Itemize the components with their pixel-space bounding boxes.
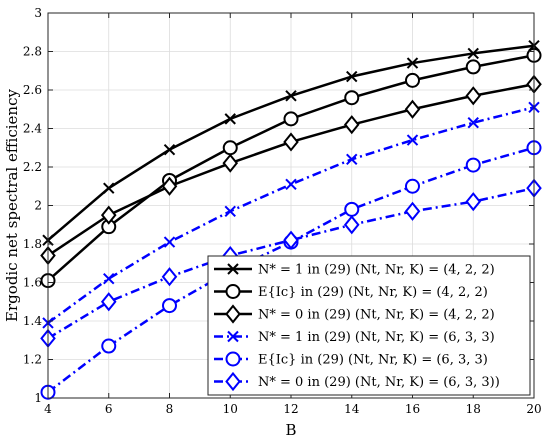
legend-marker [225, 284, 241, 299]
legend-label: N* = 0 in (29) (Nt, Nr, K) = (4, 2, 2) [258, 308, 495, 323]
data-point [163, 143, 176, 156]
data-point [406, 57, 419, 69]
data-point [344, 201, 360, 217]
x-tick-label: 6 [105, 402, 113, 416]
y-tick-label: 1.4 [23, 314, 42, 328]
data-point [343, 215, 360, 235]
data-point [100, 292, 117, 312]
x-tick-label: 18 [466, 402, 481, 416]
data-point [285, 178, 297, 191]
legend-entry: N* = 0 in (29) (Nt, Nr, K) = (4, 2, 2) [214, 304, 495, 324]
y-tick-label: 3 [34, 6, 42, 20]
y-tick-label: 1.8 [23, 237, 42, 251]
x-tick-label: 14 [344, 402, 360, 416]
legend-label: E{Ic} in (29) (Nt, Nr, K) = (4, 2, 2) [258, 285, 488, 300]
legend-entry: N* = 1 in (29) (Nt, Nr, K) = (4, 2, 2) [214, 263, 495, 278]
data-point [346, 153, 358, 166]
y-tick-label: 1.6 [23, 276, 42, 290]
data-point [465, 192, 482, 212]
data-point [404, 201, 421, 221]
y-tick-label: 2 [34, 199, 42, 213]
data-point [101, 338, 117, 354]
legend-label: E{Ic} in (29) (Nt, Nr, K) = (6, 3, 3) [258, 353, 488, 368]
legend-entry: N* = 0 in (29) (Nt, Nr, K) = (6, 3, 3)) [214, 371, 500, 392]
data-point [404, 99, 421, 119]
data-point [100, 205, 117, 225]
legend-marker [225, 351, 241, 367]
data-point [283, 132, 299, 152]
x-tick-label: 8 [166, 402, 174, 416]
y-tick-label: 2.8 [23, 45, 42, 59]
data-point [222, 140, 238, 156]
data-point [224, 205, 236, 217]
data-point [344, 90, 360, 106]
data-point [103, 182, 115, 194]
legend-entry: E{Ic} in (29) (Nt, Nr, K) = (4, 2, 2) [214, 284, 488, 300]
data-point [222, 153, 239, 173]
data-point [343, 115, 360, 135]
series-2 [40, 47, 542, 289]
legend-label: N* = 0 in (29) (Nt, Nr, K) = (6, 3, 3)) [258, 375, 500, 390]
data-point [465, 86, 482, 106]
y-axis-title: Ergodic net spectral efficiency [3, 89, 21, 322]
data-point [465, 157, 481, 173]
x-tick-label: 16 [405, 402, 420, 416]
legend-marker [225, 371, 241, 392]
y-tick-label: 1.2 [23, 353, 42, 367]
x-axis-title: B [285, 421, 296, 439]
legend-marker [225, 304, 241, 324]
data-point [224, 113, 236, 125]
legend-box [207, 255, 531, 396]
y-tick-label: 2.2 [23, 160, 42, 174]
data-point [283, 111, 299, 127]
data-point [162, 298, 177, 314]
legend-marker [227, 263, 239, 275]
data-point [163, 236, 176, 248]
legend: N* = 1 in (29) (Nt, Nr, K) = (4, 2, 2) E{… [207, 255, 531, 396]
data-point [467, 117, 479, 129]
y-tick-label: 2.6 [23, 83, 42, 97]
x-tick-label: 20 [526, 402, 541, 416]
data-point [161, 267, 178, 287]
data-point [405, 178, 420, 194]
legend-label: N* = 1 in (29) (Nt, Nr, K) = (6, 3, 3) [258, 330, 495, 345]
y-tick-label: 2.4 [23, 122, 42, 136]
axis-ticks: 4 6 8 10 12 14 16 18 20 1 1.2 1.4 1.6 1.8 2 2.2 2.4 2.6 2.… [23, 6, 542, 416]
x-tick-label: 10 [223, 402, 238, 416]
legend-marker [227, 330, 239, 343]
data-point [467, 47, 479, 60]
legend-entry: E{Ic} in (29) (Nt, Nr, K) = (6, 3, 3) [214, 351, 488, 368]
data-point [285, 90, 297, 102]
legend-entry: N* = 1 in (29) (Nt, Nr, K) = (6, 3, 3) [214, 330, 495, 345]
y-tick-label: 1 [34, 391, 42, 405]
data-point [405, 72, 420, 88]
data-point [283, 230, 299, 250]
legend-label: N* = 1 in (29) (Nt, Nr, K) = (4, 2, 2) [258, 263, 495, 278]
data-point [346, 70, 358, 83]
data-point [103, 272, 115, 285]
series-4 [42, 101, 540, 329]
data-point [465, 59, 481, 75]
x-tick-label: 12 [283, 402, 298, 416]
data-point [406, 134, 419, 146]
data-point [161, 176, 178, 196]
x-tick-label: 4 [44, 402, 52, 416]
